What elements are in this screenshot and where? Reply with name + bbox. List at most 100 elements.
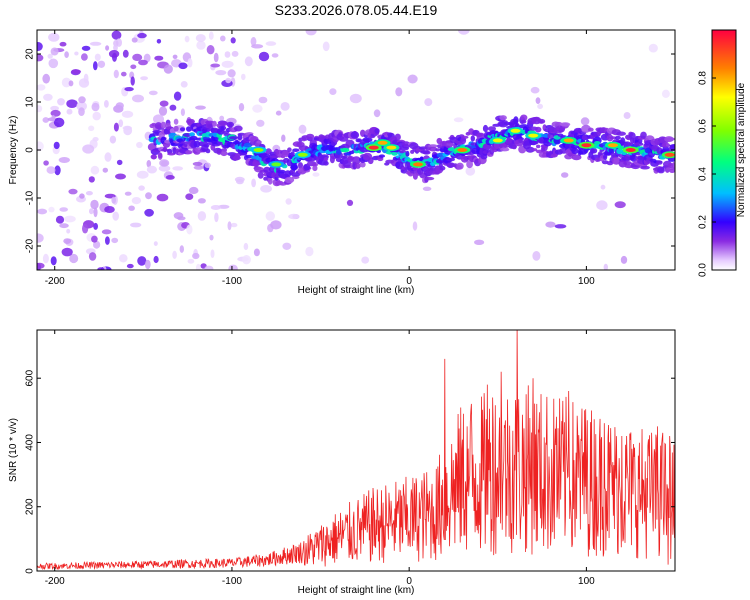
spectrogram-ridge-blob	[669, 168, 675, 173]
colorbar-gradient	[711, 29, 737, 271]
spectrogram-peak	[457, 148, 468, 152]
spectrogram-ridge-blob	[185, 150, 193, 155]
spectrogram-noise-blob	[97, 267, 105, 270]
spectrogram-noise-blob	[126, 263, 134, 269]
spectrogram-noise-blob	[603, 263, 608, 270]
spectrogram-ridge-blob	[252, 161, 260, 166]
spectrogram-noise-blob	[179, 245, 184, 253]
spectrogram-ridge-blob	[532, 148, 538, 152]
spectrogram-noise-blob	[206, 45, 215, 55]
spectrogram-noise-blob	[81, 45, 91, 51]
spectrogram-ytick-label: -20	[25, 238, 36, 253]
spectrogram-noise-blob	[258, 51, 270, 62]
spectrogram-noise-blob	[465, 166, 476, 176]
spectrogram-noise-blob	[59, 223, 69, 229]
spectrogram-noise-blob	[43, 160, 49, 166]
spectrogram-noise-blob	[111, 30, 122, 40]
spectrogram-ridge-blob	[367, 157, 374, 165]
spectrogram-noise-blob	[458, 30, 470, 35]
spectrogram-peak	[386, 145, 397, 150]
snr-xtick-label: -200	[45, 576, 65, 587]
spectrogram-ridge-blob	[400, 169, 408, 174]
spectrogram-noise-blob	[148, 90, 158, 96]
spectrogram-ridge-blob	[284, 176, 295, 184]
spectrogram-ridge-blob	[611, 156, 621, 165]
spectrogram-ytick-label: 20	[25, 48, 36, 60]
spectrogram-noise-blob	[102, 167, 109, 173]
spectrogram-ridge-blob	[506, 137, 513, 145]
spectrogram-ridge-blob	[378, 154, 385, 158]
spectrogram-noise-blob	[184, 35, 190, 43]
spectrogram-ridge-blob	[616, 131, 626, 136]
spectrogram-noise-blob	[305, 246, 314, 257]
spectrogram-noise-blob	[322, 41, 330, 52]
spectrogram-noise-blob	[83, 73, 89, 84]
spectrogram-peak	[528, 133, 539, 138]
spectrogram-noise-blob	[136, 170, 149, 179]
spectrogram-ridge-blob	[570, 145, 580, 149]
spectrogram-ridge-blob	[609, 136, 617, 140]
spectrogram-noise-blob	[78, 107, 85, 116]
spectrogram-ridge-blob	[362, 137, 373, 143]
spectrogram-noise-blob	[260, 185, 272, 193]
spectrogram-ridge-blob	[401, 141, 411, 147]
spectrogram-ridge-blob	[521, 119, 527, 124]
spectrogram-peak	[368, 145, 379, 150]
spectrogram-noise-blob	[104, 206, 115, 213]
spectrogram-ridge-blob	[671, 162, 675, 169]
spectrogram-ridge-blob	[267, 177, 273, 185]
spectrogram-peak	[664, 152, 675, 157]
spectrogram-noise-blob	[219, 115, 225, 122]
spectrogram-noise-blob	[130, 64, 137, 70]
spectrogram-noise-blob	[195, 263, 201, 270]
spectrogram-ridge-blob	[518, 138, 523, 144]
spectrogram-noise-blob	[373, 109, 381, 118]
snr-ytick-label: 400	[25, 434, 36, 451]
spectrogram-noise-blob	[251, 178, 256, 188]
spectrogram-noise-blob	[424, 98, 433, 107]
spectrogram-noise-blob	[281, 134, 286, 142]
snr-ylabel: SNR (10 * v/v)	[8, 418, 19, 482]
spectrogram-noise-blob	[50, 256, 57, 266]
spectrogram-noise-blob	[124, 87, 134, 92]
spectrogram-noise-blob	[271, 53, 279, 58]
spectrogram-noise-blob	[623, 112, 631, 119]
spectrogram-noise-blob	[270, 220, 282, 230]
spectrogram-noise-blob	[43, 93, 53, 101]
spectrogram-noise-blob	[220, 35, 226, 42]
spectrogram-ridge-blob	[355, 162, 361, 169]
spectrogram-noise-blob	[178, 62, 188, 70]
spectrogram-ridge-blob	[233, 125, 243, 132]
spectrogram-noise-blob	[113, 44, 118, 51]
spectrogram-noise-blob	[123, 125, 133, 136]
spectrogram-noise-blob	[153, 255, 159, 264]
spectrogram-ridge-blob	[154, 122, 163, 130]
spectrogram-ridge-core	[594, 141, 601, 145]
spectrogram-noise-blob	[156, 193, 169, 202]
spectrogram-ridge-blob	[256, 140, 262, 144]
spectrogram-xtick-label: 0	[406, 276, 412, 287]
colorbar-tick-label: 0.0	[698, 263, 709, 277]
spectrogram-noise-blob	[136, 141, 143, 149]
spectrogram-ridge-blob	[425, 176, 435, 181]
spectrogram-noise-blob	[242, 255, 251, 265]
spectrogram-noise-blob	[532, 251, 541, 261]
spectrogram-noise-blob	[213, 52, 219, 63]
spectrogram-noise-blob	[59, 41, 67, 47]
spectrogram-noise-blob	[280, 102, 290, 111]
spectrogram-noise-blob	[69, 253, 79, 264]
spectrogram-noise-blob	[113, 69, 119, 79]
spectrogram-noise-blob	[104, 152, 112, 162]
spectrogram-noise-blob	[66, 229, 71, 234]
spectrogram-ridge-core	[340, 147, 350, 153]
spectrogram-noise-blob	[130, 222, 142, 228]
spectrogram-ridge-blob	[399, 150, 407, 154]
snr-ytick-label: 200	[25, 498, 36, 515]
spectrogram-noise-blob	[204, 265, 214, 270]
spectrogram-noise-blob	[105, 236, 110, 245]
spectrogram-peak	[563, 138, 574, 143]
spectrogram-noise-blob	[111, 237, 119, 244]
spectrogram-noise-blob	[94, 53, 101, 61]
spectrogram-ridge-blob	[531, 140, 539, 145]
spectrogram-ridge-blob	[205, 148, 211, 154]
